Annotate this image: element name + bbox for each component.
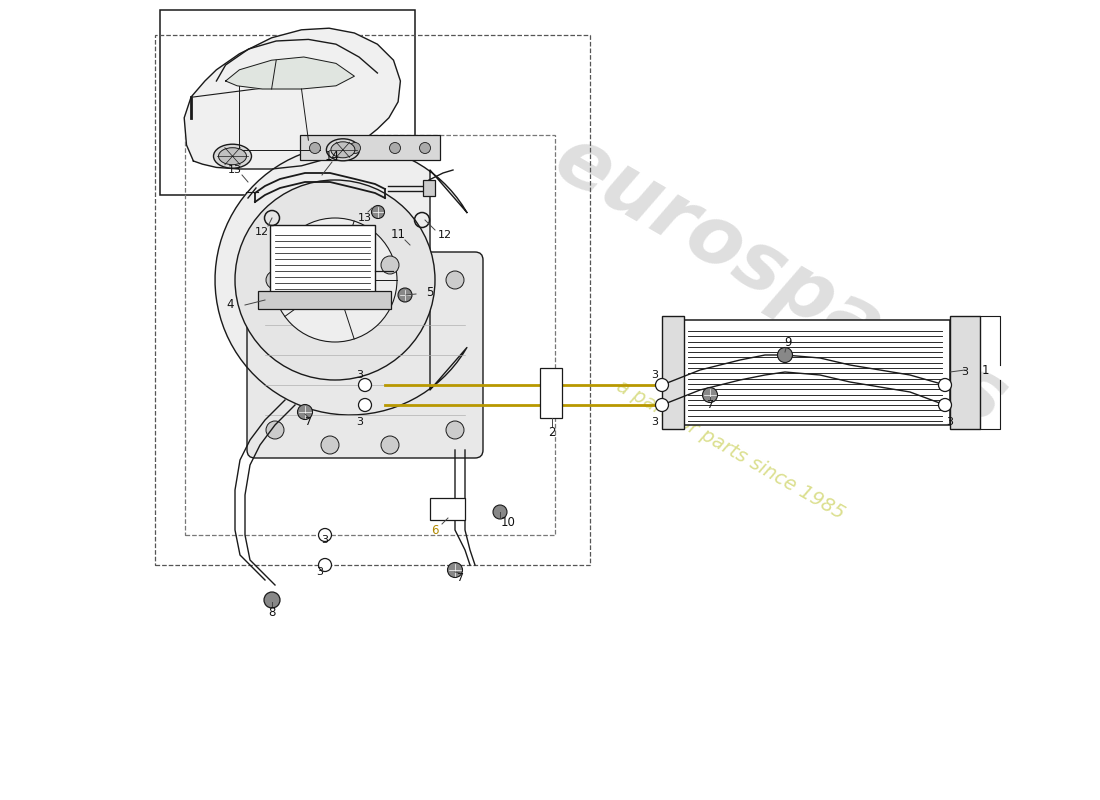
Text: 3: 3 — [321, 535, 329, 545]
Text: 5: 5 — [427, 286, 433, 298]
FancyBboxPatch shape — [248, 252, 483, 458]
Bar — [300, 135, 440, 160]
Text: 3: 3 — [317, 567, 323, 577]
Text: 10: 10 — [500, 517, 516, 530]
Circle shape — [264, 592, 280, 608]
Circle shape — [938, 398, 952, 411]
Circle shape — [350, 142, 361, 154]
Bar — [430, 498, 465, 520]
Text: a part for parts since 1985: a part for parts since 1985 — [613, 377, 847, 523]
Text: 2: 2 — [548, 426, 556, 438]
Polygon shape — [226, 57, 354, 89]
Text: 14: 14 — [324, 150, 340, 163]
Text: 12: 12 — [438, 230, 452, 240]
Circle shape — [703, 387, 717, 402]
Text: 4: 4 — [227, 298, 233, 311]
Circle shape — [446, 271, 464, 289]
Circle shape — [398, 288, 412, 302]
Text: 6: 6 — [431, 523, 439, 537]
Circle shape — [321, 256, 339, 274]
Circle shape — [273, 218, 397, 342]
Ellipse shape — [213, 144, 252, 168]
Circle shape — [321, 436, 339, 454]
Bar — [160, 10, 415, 195]
Bar — [662, 316, 684, 429]
Ellipse shape — [327, 138, 360, 161]
Text: 9: 9 — [784, 335, 792, 349]
Text: 3: 3 — [651, 370, 659, 380]
Circle shape — [372, 206, 385, 218]
Circle shape — [778, 347, 792, 362]
Text: 3: 3 — [651, 417, 659, 427]
Bar — [540, 368, 562, 418]
Bar — [424, 180, 434, 196]
Circle shape — [493, 505, 507, 519]
Ellipse shape — [219, 148, 246, 165]
Circle shape — [381, 256, 399, 274]
Circle shape — [381, 436, 399, 454]
Circle shape — [297, 405, 312, 419]
Bar — [258, 291, 390, 309]
Polygon shape — [216, 145, 466, 415]
Polygon shape — [184, 28, 400, 169]
Circle shape — [309, 142, 320, 154]
Text: 3: 3 — [961, 367, 968, 377]
Text: 3: 3 — [946, 417, 954, 427]
Text: 3: 3 — [356, 417, 363, 427]
Text: 3: 3 — [356, 370, 363, 380]
Bar — [155, 35, 590, 565]
Bar — [680, 320, 950, 425]
Circle shape — [656, 378, 669, 391]
Text: 7: 7 — [305, 417, 311, 427]
Text: 13: 13 — [358, 213, 372, 223]
Circle shape — [419, 142, 430, 154]
Circle shape — [359, 378, 372, 391]
Circle shape — [266, 271, 284, 289]
Ellipse shape — [331, 142, 355, 158]
Circle shape — [359, 398, 372, 411]
Circle shape — [656, 398, 669, 411]
Text: 13: 13 — [228, 165, 242, 175]
Bar — [270, 225, 375, 295]
Circle shape — [307, 252, 363, 308]
Text: 12: 12 — [255, 227, 270, 237]
Circle shape — [235, 180, 434, 380]
Text: 1: 1 — [981, 363, 989, 377]
Circle shape — [266, 421, 284, 439]
Text: 8: 8 — [268, 606, 276, 618]
Circle shape — [446, 421, 464, 439]
Text: 7: 7 — [706, 400, 714, 410]
Text: 11: 11 — [390, 229, 406, 242]
Text: 7: 7 — [456, 573, 463, 583]
Circle shape — [938, 378, 952, 391]
Circle shape — [319, 529, 331, 542]
Circle shape — [448, 562, 462, 578]
Text: eurospares: eurospares — [540, 119, 1020, 441]
Circle shape — [389, 142, 400, 154]
Bar — [950, 316, 980, 429]
Circle shape — [319, 558, 331, 571]
Bar — [185, 135, 556, 535]
